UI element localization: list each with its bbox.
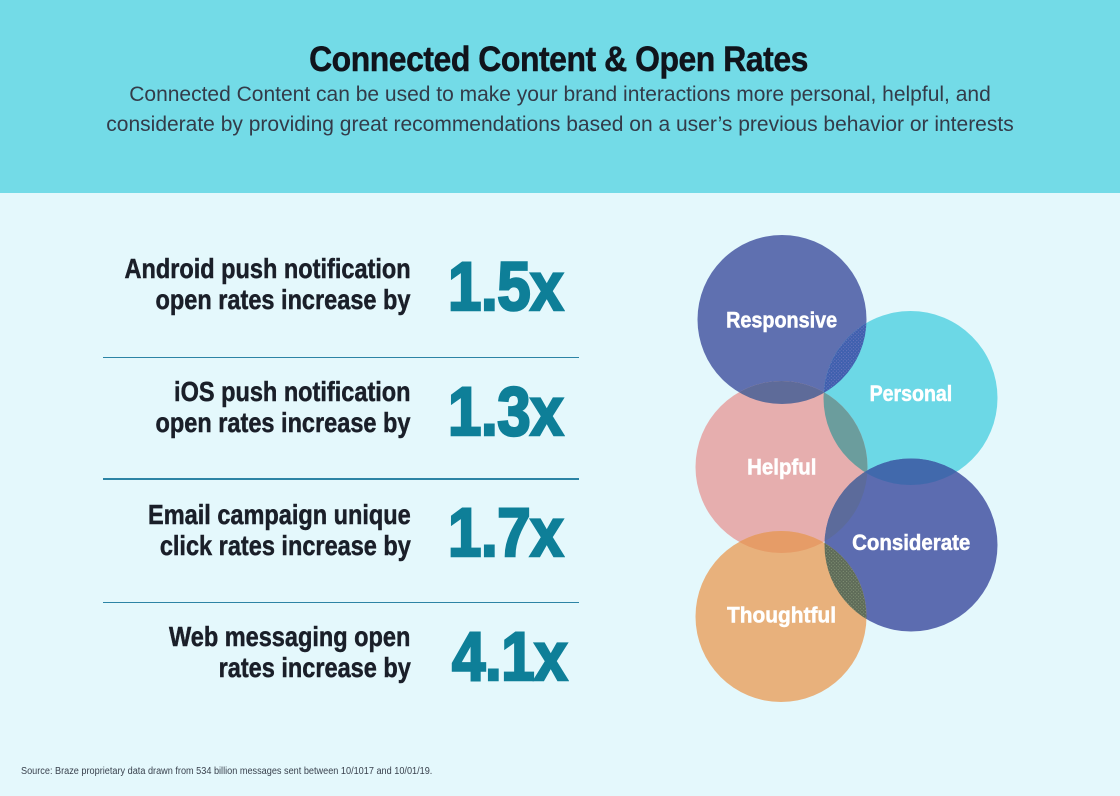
svg-text:Thoughtful: Thoughtful [727,603,836,628]
svg-text:Considerate: Considerate [852,530,970,555]
svg-text:Helpful: Helpful [747,455,816,480]
svg-text:Personal: Personal [870,382,953,406]
svg-text:Responsive: Responsive [726,308,837,332]
